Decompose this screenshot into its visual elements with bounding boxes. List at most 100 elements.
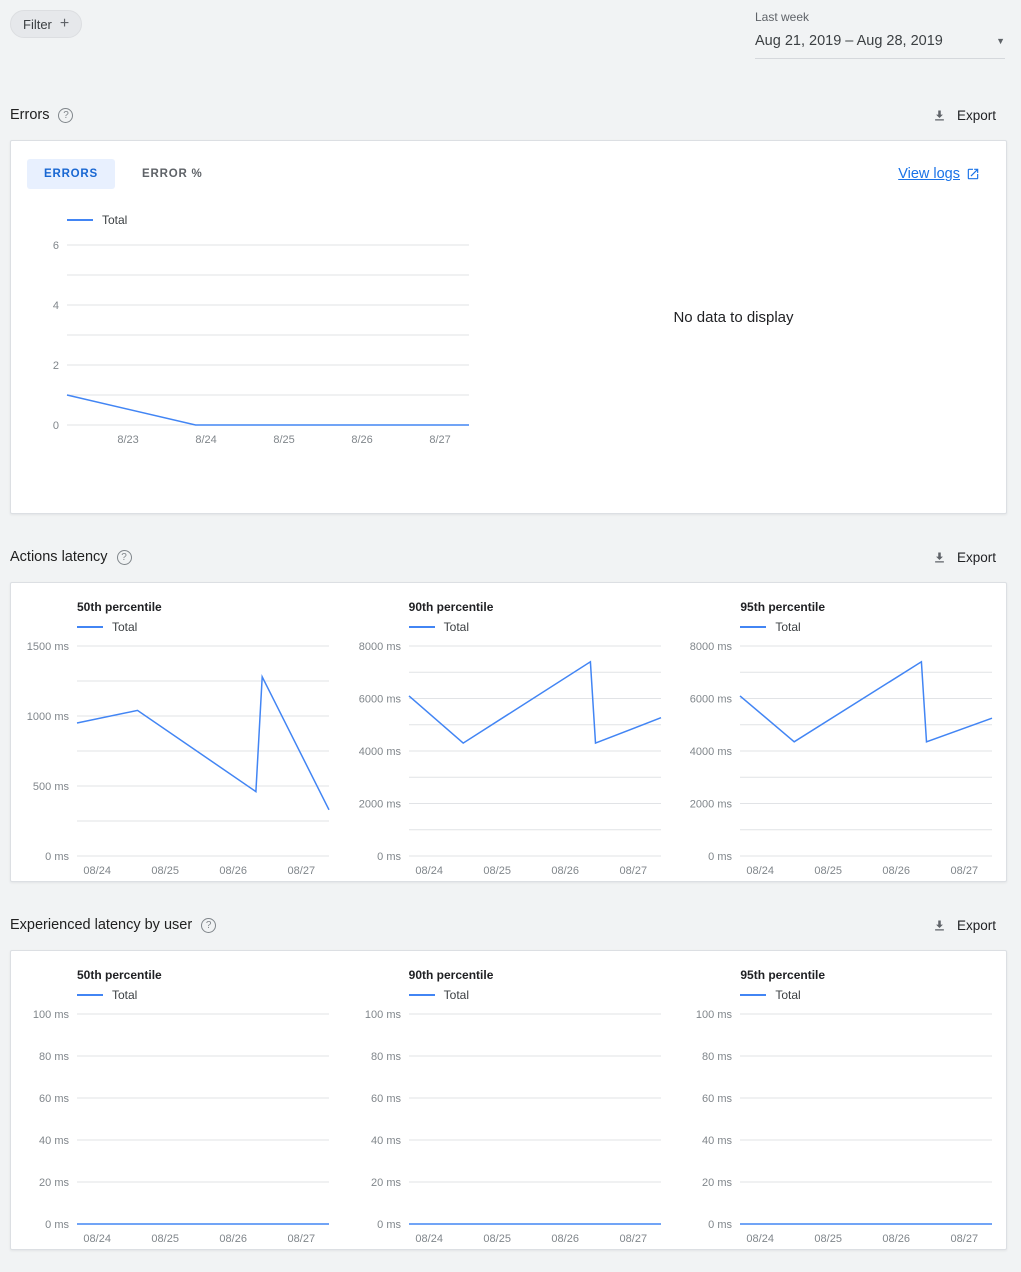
line-chart: 1500 ms 1000 ms 500 ms 0 ms 08/24 08/25 08/26 0…	[27, 641, 330, 877]
svg-text:4: 4	[53, 300, 59, 312]
view-logs-label: View logs	[898, 166, 960, 182]
svg-text:08/27: 08/27	[951, 865, 979, 877]
svg-text:20 ms: 20 ms	[371, 1177, 401, 1189]
svg-text:8/25: 8/25	[273, 434, 294, 446]
filter-chip[interactable]: Filter +	[10, 10, 83, 38]
errors-export-button[interactable]: Export	[932, 108, 996, 123]
open-in-new-icon	[966, 167, 980, 181]
experienced-latency-card: 50th percentile Total 100 ms 80 ms 60 ms 40…	[10, 950, 1007, 1250]
experienced-latency-title: Experienced latency by user	[10, 917, 193, 933]
svg-text:08/25: 08/25	[815, 865, 843, 877]
tab-error-percent[interactable]: ERROR %	[142, 168, 203, 180]
svg-text:500 ms: 500 ms	[33, 781, 70, 793]
chart-title: 90th percentile	[408, 600, 494, 614]
experienced-latency-90th-chart: 90th percentile Total 100 ms 80 ms 60 ms 40…	[343, 968, 675, 1249]
errors-card-content: Total 6 4 2 0 8/23 8/24 8/25 8/26 8/27 No data t…	[27, 213, 990, 451]
chart-title: 95th percentile	[740, 600, 826, 614]
svg-text:80 ms: 80 ms	[371, 1051, 401, 1063]
svg-text:08/27: 08/27	[288, 1233, 316, 1245]
chart-legend: Total	[408, 988, 675, 1002]
help-icon[interactable]: ?	[116, 549, 132, 565]
svg-text:08/27: 08/27	[619, 865, 647, 877]
actions-latency-90th-chart: 90th percentile Total 8000 ms 6000 ms 4000…	[343, 600, 675, 881]
svg-text:08/24: 08/24	[415, 1233, 443, 1245]
svg-text:08/27: 08/27	[619, 1233, 647, 1245]
chart-legend: Total	[740, 988, 1006, 1002]
svg-text:08/24: 08/24	[83, 865, 111, 877]
help-icon[interactable]: ?	[201, 917, 217, 933]
tab-errors[interactable]: ERRORS	[27, 159, 116, 189]
chart-legend: Total	[77, 620, 343, 634]
date-range-select[interactable]: Last week Aug 21, 2019 – Aug 28, 2019 ▼	[755, 10, 1005, 59]
plus-icon: +	[59, 15, 70, 32]
line-chart: 100 ms 80 ms 60 ms 40 ms 20 ms 0 ms 08/24 08/25…	[696, 1009, 993, 1245]
svg-text:8000 ms: 8000 ms	[690, 641, 733, 653]
date-range-preset-label: Last week	[755, 10, 810, 24]
svg-text:4000 ms: 4000 ms	[358, 746, 401, 758]
svg-text:0 ms: 0 ms	[709, 1219, 733, 1231]
errors-line-chart: 6 4 2 0 8/23 8/24 8/25 8/26 8/27	[53, 240, 469, 446]
svg-text:40 ms: 40 ms	[702, 1135, 732, 1147]
svg-text:08/26: 08/26	[219, 1233, 247, 1245]
svg-text:6: 6	[53, 240, 59, 252]
svg-text:08/24: 08/24	[83, 1233, 111, 1245]
svg-text:0 ms: 0 ms	[377, 1219, 401, 1231]
svg-text:20 ms: 20 ms	[702, 1177, 732, 1189]
errors-section: Errors ? Export ERRORS ERROR % View logs	[0, 102, 1021, 514]
svg-text:0 ms: 0 ms	[45, 1219, 69, 1231]
svg-text:60 ms: 60 ms	[39, 1093, 69, 1105]
legend-line-swatch	[408, 626, 435, 628]
svg-text:08/25: 08/25	[483, 865, 511, 877]
export-label: Export	[956, 917, 996, 933]
svg-text:4000 ms: 4000 ms	[690, 746, 733, 758]
actions-latency-section: Actions latency ? Export 50th percentile…	[0, 544, 1021, 882]
legend-label: Total	[102, 213, 128, 227]
legend-label: Total	[775, 988, 801, 1002]
legend-line-swatch	[740, 994, 767, 996]
svg-text:08/25: 08/25	[815, 1233, 843, 1245]
errors-section-title: Errors	[10, 107, 50, 123]
experienced-latency-section: Experienced latency by user ? Export 50t…	[0, 912, 1021, 1250]
actions-latency-title: Actions latency	[10, 549, 108, 565]
svg-text:100 ms: 100 ms	[696, 1009, 733, 1021]
legend-line-swatch	[740, 626, 767, 628]
help-icon[interactable]: ?	[58, 107, 74, 123]
legend-line-swatch	[77, 994, 103, 996]
svg-text:60 ms: 60 ms	[702, 1093, 732, 1105]
svg-text:08/26: 08/26	[219, 865, 247, 877]
svg-text:80 ms: 80 ms	[39, 1051, 69, 1063]
line-chart: 100 ms 80 ms 60 ms 40 ms 20 ms 0 ms 08/24 08/25…	[33, 1009, 329, 1245]
svg-text:08/25: 08/25	[483, 1233, 511, 1245]
actions-latency-export-button[interactable]: Export	[932, 550, 996, 565]
legend-label: Total	[443, 620, 470, 634]
toolbar: Filter + Last week Aug 21, 2019 – Aug 28…	[0, 0, 1021, 72]
legend-line-swatch	[408, 994, 435, 996]
line-chart: 8000 ms 6000 ms 4000 ms 2000 ms 0 ms 08/24 08/…	[358, 641, 661, 877]
svg-text:8/26: 8/26	[351, 434, 372, 446]
chart-title: 95th percentile	[740, 968, 826, 982]
svg-text:20 ms: 20 ms	[39, 1177, 69, 1189]
chart-legend: Total	[77, 988, 343, 1002]
legend-line-swatch	[77, 626, 103, 628]
svg-text:40 ms: 40 ms	[39, 1135, 69, 1147]
legend-label: Total	[112, 988, 138, 1002]
svg-text:0 ms: 0 ms	[709, 851, 733, 863]
view-logs-link[interactable]: View logs	[898, 166, 980, 182]
errors-tabs: ERRORS ERROR % View logs	[27, 159, 990, 189]
errors-card: ERRORS ERROR % View logs Total 6 4 2 0 8/23 8…	[10, 140, 1007, 514]
svg-text:0 ms: 0 ms	[377, 851, 401, 863]
experienced-latency-export-button[interactable]: Export	[932, 918, 996, 933]
svg-text:08/26: 08/26	[883, 1233, 911, 1245]
filter-label: Filter	[23, 16, 52, 32]
svg-text:8000 ms: 8000 ms	[358, 641, 401, 653]
export-label: Export	[956, 107, 996, 123]
download-icon	[932, 108, 947, 123]
svg-text:2: 2	[53, 360, 59, 372]
chart-title: 90th percentile	[408, 968, 494, 982]
errors-chart: Total 6 4 2 0 8/23 8/24 8/25 8/26 8/27	[27, 213, 477, 451]
svg-text:0 ms: 0 ms	[45, 851, 69, 863]
chart-legend: Total	[408, 620, 675, 634]
svg-text:08/27: 08/27	[288, 865, 316, 877]
svg-text:2000 ms: 2000 ms	[690, 799, 733, 811]
svg-text:08/24: 08/24	[415, 865, 443, 877]
